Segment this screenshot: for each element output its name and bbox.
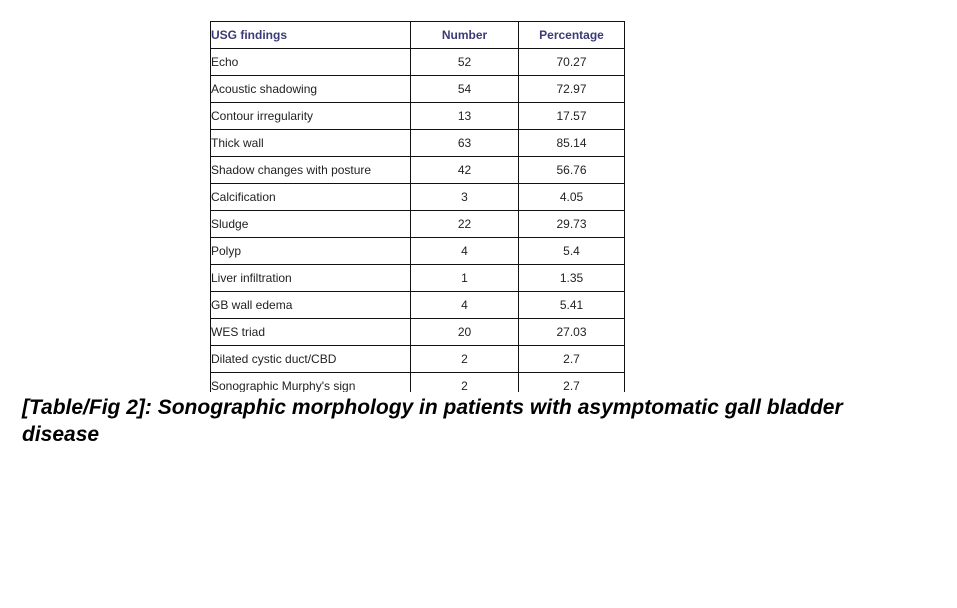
table-cell: 54 bbox=[410, 75, 519, 103]
table-row: Dilated cystic duct/CBD 2 2.7 bbox=[210, 345, 625, 373]
caption: [Table/Fig 2]: Sonographic morphology in… bbox=[22, 396, 843, 446]
header-row: USG findings Number Percentage bbox=[210, 21, 625, 49]
table-cell: 13 bbox=[410, 102, 519, 130]
findings-table: USG findings Number Percentage Echo 52 70.27… bbox=[210, 21, 625, 392]
table-cell: 29.73 bbox=[518, 210, 625, 238]
table-cell: 20 bbox=[410, 318, 519, 346]
table-cell: 2 bbox=[410, 372, 519, 392]
table-cell: 70.27 bbox=[518, 48, 625, 76]
table-cell: Contour irregularity bbox=[210, 102, 411, 130]
table-row: Liver infiltration 1 1.35 bbox=[210, 264, 625, 292]
header-cell: Percentage bbox=[518, 21, 625, 49]
table-cell: 52 bbox=[410, 48, 519, 76]
table-cell: Liver infiltration bbox=[210, 264, 411, 292]
table-cell: 5.4 bbox=[518, 237, 625, 265]
table-cell: 22 bbox=[410, 210, 519, 238]
table-cell: 56.76 bbox=[518, 156, 625, 184]
table-cell: 72.97 bbox=[518, 75, 625, 103]
table-cell: Thick wall bbox=[210, 129, 411, 157]
table-cell: 4 bbox=[410, 237, 519, 265]
table-cell: Polyp bbox=[210, 237, 411, 265]
table-cell: 63 bbox=[410, 129, 519, 157]
table-cell: 4 bbox=[410, 291, 519, 319]
table-cell: Calcification bbox=[210, 183, 411, 211]
table-cell: Acoustic shadowing bbox=[210, 75, 411, 103]
table-cell: Dilated cystic duct/CBD bbox=[210, 345, 411, 373]
table-row: Acoustic shadowing 54 72.97 bbox=[210, 75, 625, 103]
table-cell: GB wall edema bbox=[210, 291, 411, 319]
table-cell: 4.05 bbox=[518, 183, 625, 211]
table-cell: 2.7 bbox=[518, 345, 625, 373]
table-cell: 2.7 bbox=[518, 372, 625, 392]
table-cell: 1.35 bbox=[518, 264, 625, 292]
header-cell: Number bbox=[410, 21, 519, 49]
table-cell: 17.57 bbox=[518, 102, 625, 130]
table-cell: Sonographic Murphy's sign bbox=[210, 372, 411, 392]
table-row: Sludge 22 29.73 bbox=[210, 210, 625, 238]
table-row: Polyp 4 5.4 bbox=[210, 237, 625, 265]
table-cell: 1 bbox=[410, 264, 519, 292]
table-cell: 3 bbox=[410, 183, 519, 211]
table-cell: Shadow changes with posture bbox=[210, 156, 411, 184]
table-cell: 85.14 bbox=[518, 129, 625, 157]
table-cell: Echo bbox=[210, 48, 411, 76]
header-cell: USG findings bbox=[210, 21, 411, 49]
table-viewport: USG findings Number Percentage Echo 52 70.27… bbox=[210, 21, 625, 392]
table-cell: 42 bbox=[410, 156, 519, 184]
table-cell: 2 bbox=[410, 345, 519, 373]
table-cell: 5.41 bbox=[518, 291, 625, 319]
table-row: Thick wall 63 85.14 bbox=[210, 129, 625, 157]
table-row: GB wall edema 4 5.41 bbox=[210, 291, 625, 319]
table-row: Contour irregularity 13 17.57 bbox=[210, 102, 625, 130]
table-row: Sonographic Murphy's sign 2 2.7 bbox=[210, 372, 625, 392]
table-row: Shadow changes with posture 42 56.76 bbox=[210, 156, 625, 184]
table-row: Calcification 3 4.05 bbox=[210, 183, 625, 211]
table-row: Echo 52 70.27 bbox=[210, 48, 625, 76]
table-row: WES triad 20 27.03 bbox=[210, 318, 625, 346]
table-cell: 27.03 bbox=[518, 318, 625, 346]
table-cell: WES triad bbox=[210, 318, 411, 346]
table-cell: Sludge bbox=[210, 210, 411, 238]
